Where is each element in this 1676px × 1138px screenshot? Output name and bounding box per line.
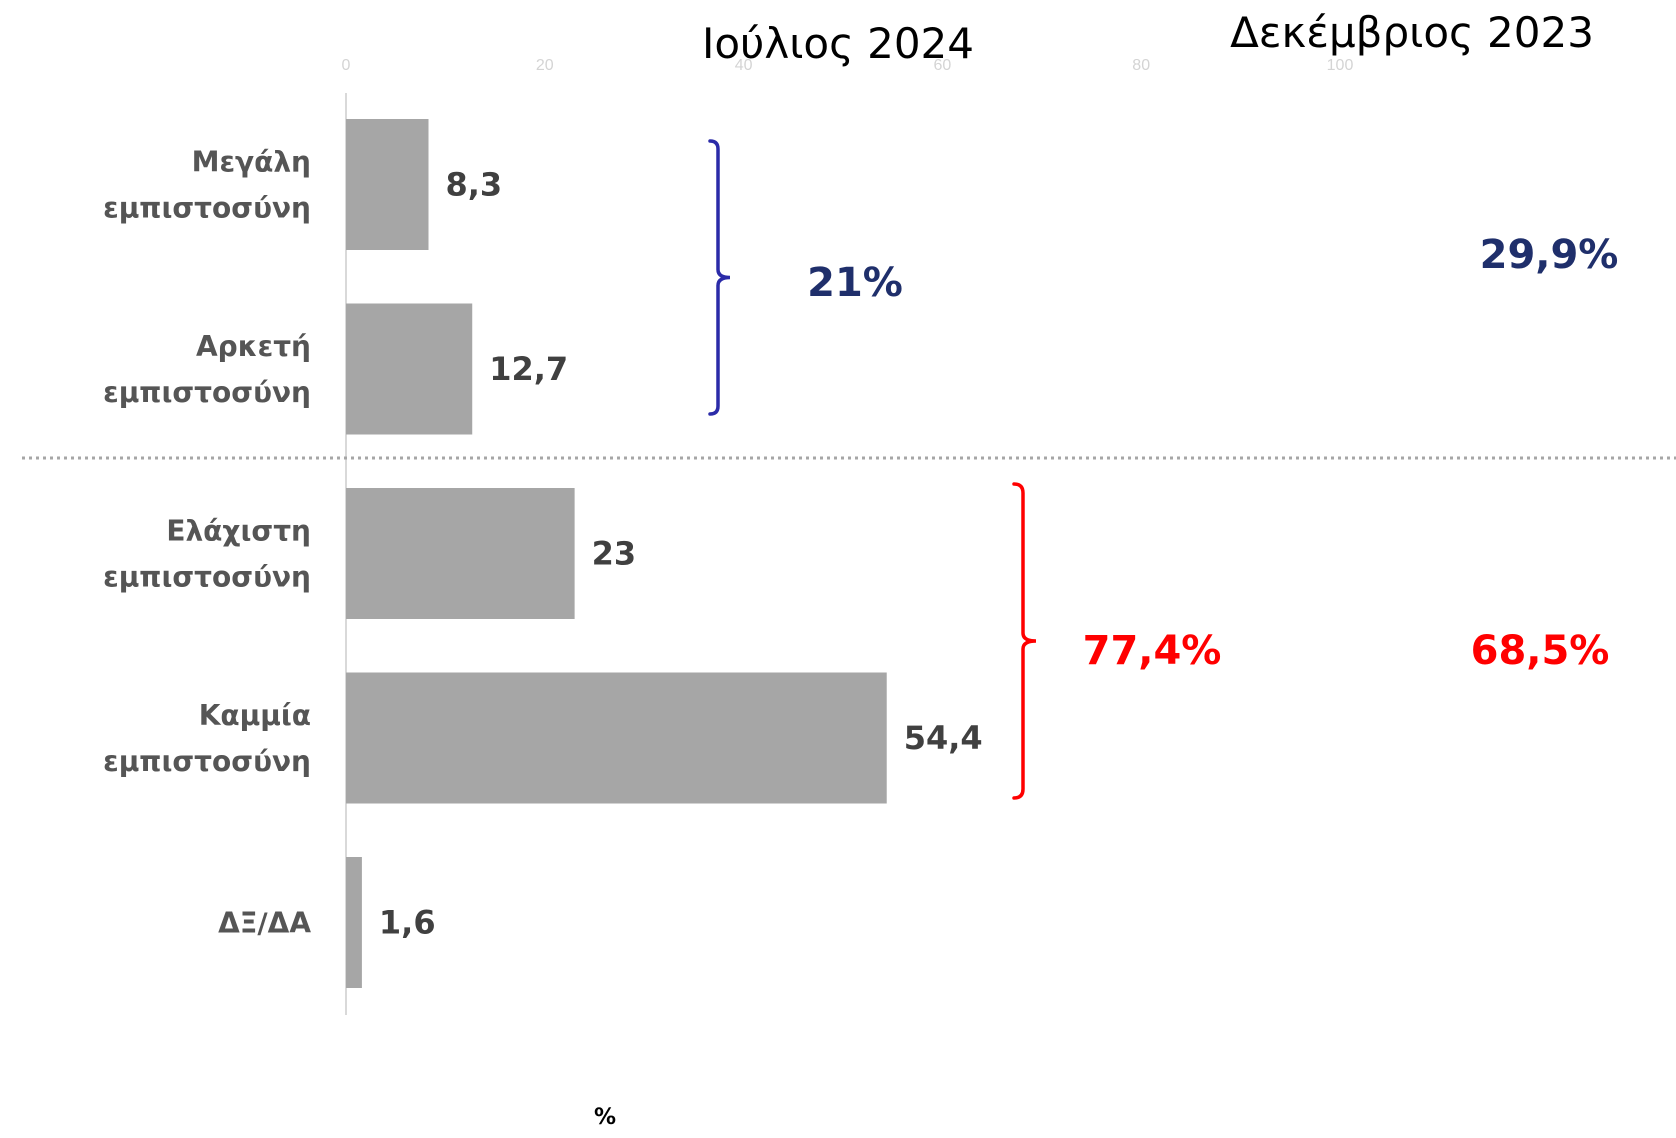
- category-labels: Μεγάλη εμπιστοσύνη Αρκετή εμπιστοσύνη Ελάχισ…: [103, 146, 311, 940]
- x-tick-label: 0: [342, 57, 351, 74]
- trust-total-current: 21%: [807, 260, 903, 306]
- x-axis-unit-label: %: [594, 1105, 616, 1130]
- bar-value-label: 8,3: [446, 166, 503, 204]
- distrust-total-previous: 68,5%: [1471, 628, 1610, 674]
- x-tick-label: 60: [934, 57, 952, 74]
- value-labels: 8,3 12,7 23 54,4 1,6: [379, 166, 983, 942]
- category-label: Μεγάλη εμπιστοσύνη: [103, 146, 311, 225]
- trust-total-previous: 29,9%: [1480, 232, 1619, 278]
- bar: [346, 303, 473, 435]
- category-label: Ελάχιστη εμπιστοσύνη: [103, 515, 311, 594]
- distrust-brace-icon: [1012, 482, 1037, 800]
- title-current-period: Ιούλιος 2024: [702, 19, 974, 68]
- x-tick-label: 20: [536, 57, 554, 74]
- bar: [346, 672, 887, 804]
- bar: [346, 488, 575, 619]
- x-tick-label: 100: [1327, 57, 1354, 74]
- x-tick-label: 40: [735, 57, 753, 74]
- bars: [346, 119, 887, 988]
- category-label: Καμμία εμπιστοσύνη: [103, 699, 311, 778]
- category-label: ΔΞ/ΔΑ: [218, 907, 311, 940]
- bar: [346, 857, 362, 988]
- bar-value-label: 54,4: [904, 719, 983, 757]
- bar-value-label: 12,7: [489, 350, 568, 388]
- bar-value-label: 23: [592, 535, 637, 573]
- distrust-total-current: 77,4%: [1083, 628, 1222, 674]
- category-label: Αρκετή εμπιστοσύνη: [103, 330, 311, 409]
- x-axis-ticks: 0 20 40 60 80 100: [342, 57, 1354, 74]
- title-previous-period: Δεκέμβριος 2023: [1230, 8, 1594, 57]
- bar-value-label: 1,6: [379, 904, 436, 942]
- bar: [346, 119, 429, 250]
- x-tick-label: 80: [1132, 57, 1150, 74]
- trust-brace-icon: [708, 139, 731, 416]
